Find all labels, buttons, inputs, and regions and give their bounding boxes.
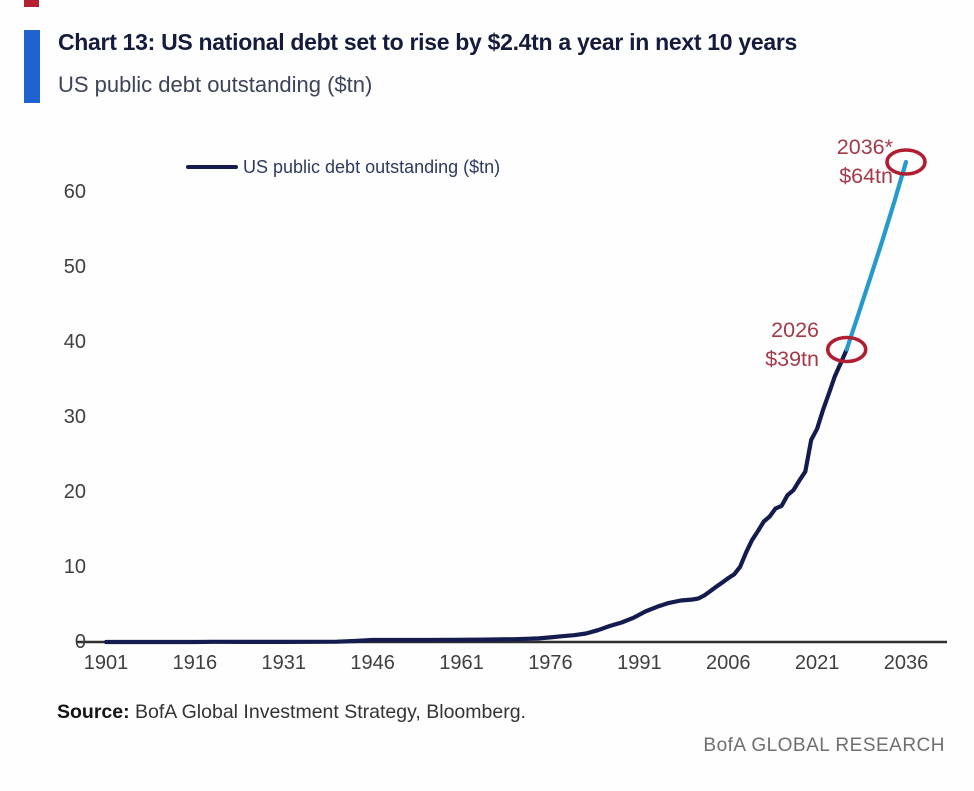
x-tick-label: 1976	[528, 652, 573, 674]
y-tick-label: 40	[63, 331, 86, 353]
y-tick-label: 30	[63, 406, 86, 428]
chart-subtitle: US public debt outstanding ($tn)	[58, 72, 373, 97]
x-tick-label: 1901	[83, 652, 129, 674]
annotation-2036-value: $64tn	[839, 164, 893, 188]
title-accent-bar	[24, 30, 40, 103]
chart-title: Chart 13: US national debt set to rise b…	[58, 29, 797, 55]
y-tick-label: 20	[63, 481, 86, 503]
annotation-2036-year: 2036*	[836, 135, 893, 159]
historical-debt-line	[103, 347, 849, 645]
x-tick-label: 1991	[617, 652, 662, 674]
annotation-2036: 2036* $64tn	[837, 133, 893, 191]
projection-debt-line	[844, 159, 909, 352]
highlight-ellipse-2026	[825, 335, 868, 364]
source-label: Source:	[57, 701, 130, 723]
annotation-2026-value: $39tn	[765, 347, 819, 371]
y-tick-label: 50	[63, 256, 86, 278]
annotation-2026-year: 2026	[771, 318, 819, 342]
x-tick-label: 1946	[350, 652, 395, 674]
annotation-2026: 2026 $39tn	[765, 316, 819, 374]
y-tick-label: 10	[63, 556, 86, 578]
legend: US public debt outstanding ($tn)	[186, 155, 500, 179]
x-tick-label: 1931	[261, 652, 307, 674]
y-tick-label: 0	[74, 631, 86, 653]
x-tick-label: 2021	[794, 652, 840, 674]
source-note: Source: BofA Global Investment Strategy,…	[57, 701, 526, 724]
legend-line-swatch	[186, 164, 238, 170]
x-tick-label: 2036	[883, 652, 929, 674]
y-tick-label: 60	[63, 181, 86, 203]
legend-label: US public debt outstanding ($tn)	[243, 156, 501, 177]
x-tick-label: 1961	[439, 652, 484, 674]
source-text: BofA Global Investment Strategy, Bloombe…	[129, 701, 526, 723]
bofa-global-research-brand: BofA GLOBAL RESEARCH	[703, 735, 945, 756]
top-edge-red-artifact	[24, 0, 39, 7]
x-tick-label: 1916	[172, 652, 218, 674]
x-tick-label: 2006	[705, 652, 751, 674]
highlight-ellipse-2036	[885, 148, 927, 176]
